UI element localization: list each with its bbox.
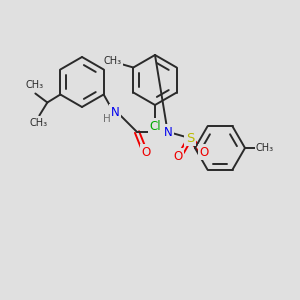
Text: CH₃: CH₃ [25,80,44,91]
Text: Cl: Cl [149,119,161,133]
Text: S: S [186,131,194,145]
Text: CH₃: CH₃ [103,56,122,65]
Text: CH₃: CH₃ [29,118,47,128]
Text: O: O [173,149,183,163]
Text: O: O [200,146,208,158]
Text: H: H [103,114,111,124]
Text: N: N [111,106,119,118]
Text: O: O [141,146,151,158]
Text: CH₃: CH₃ [256,143,274,153]
Text: N: N [164,125,172,139]
